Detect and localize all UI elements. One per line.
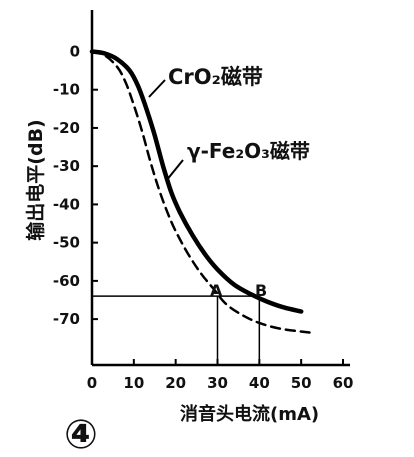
y-tick-label: -30 [53, 157, 80, 175]
y-tick-label: -40 [53, 195, 80, 213]
y-tick-label: 0 [70, 42, 80, 60]
y-tick-label: -50 [53, 234, 80, 252]
series-lines [89, 49, 311, 334]
series-label-cro2: CrO₂磁带 [168, 65, 263, 89]
leader-line-fe2o3 [165, 159, 184, 182]
x-tick-label: 10 [123, 374, 144, 392]
x-axis-label: 消音头电流(mA) [180, 403, 319, 425]
y-axis-label: 输出电平(dB) [24, 119, 47, 240]
ticks: 0 -10 -20 -30 -40 -50 -60 -70 0 10 20 30 40 50 60 [53, 42, 354, 392]
series-line-fe2o3 [90, 50, 311, 334]
annotation-a: A [210, 281, 223, 300]
figure-number: ④ [64, 412, 98, 457]
annotation-b: B [255, 281, 267, 300]
x-tick-label: 0 [87, 374, 97, 392]
x-tick-label: 40 [249, 374, 270, 392]
y-tick-label: -20 [53, 119, 80, 137]
series-line-cro2 [89, 49, 304, 314]
x-tick-label: 30 [207, 374, 228, 392]
reference-lines [92, 295, 261, 365]
labels: CrO₂磁带 γ-Fe₂O₃磁带 A B 输出电平(dB) 消音头电流(mA) … [24, 65, 319, 457]
x-tick-label: 60 [333, 374, 354, 392]
y-tick-label: -60 [53, 272, 80, 290]
series-label-fe2o3: γ-Fe₂O₃磁带 [187, 139, 310, 163]
leader-line-cro2 [148, 79, 166, 98]
x-tick-label: 20 [165, 374, 186, 392]
y-tick-label: -70 [53, 310, 80, 328]
x-tick-label: 50 [291, 374, 312, 392]
y-tick-label: -10 [53, 81, 80, 99]
axes [90, 10, 350, 367]
